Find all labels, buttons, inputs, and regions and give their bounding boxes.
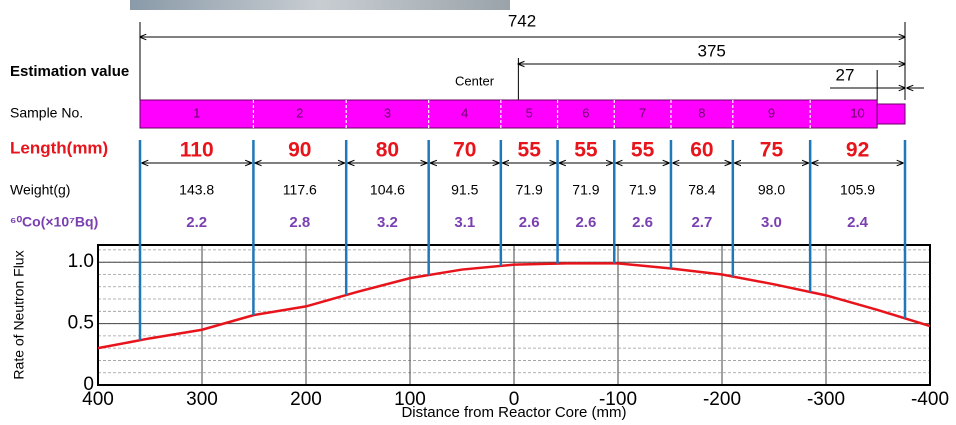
co-label: 3.1 bbox=[454, 214, 475, 231]
weight-label: 143.8 bbox=[179, 182, 214, 198]
sample-number: 10 bbox=[850, 105, 864, 120]
dimension-label: 375 bbox=[698, 41, 726, 60]
length-label: 70 bbox=[453, 139, 476, 162]
x-axis-title: Distance from Reactor Core (mm) bbox=[401, 404, 626, 421]
x-tick-label: 300 bbox=[186, 389, 218, 410]
sample-number: 5 bbox=[526, 105, 533, 120]
photo-strip bbox=[130, 0, 510, 10]
co-label: 3.0 bbox=[761, 214, 782, 231]
sample-bar-end bbox=[877, 104, 905, 124]
sample-number: 8 bbox=[698, 105, 705, 120]
y-tick-label: 0.5 bbox=[68, 313, 94, 334]
x-tick-label: 200 bbox=[290, 389, 322, 410]
center-label: Center bbox=[455, 73, 495, 88]
sample-number: 9 bbox=[768, 105, 775, 120]
co-label: 2.4 bbox=[847, 214, 869, 231]
co-label: 2.8 bbox=[289, 214, 310, 231]
weight-label: 98.0 bbox=[758, 182, 785, 198]
length-label: 55 bbox=[574, 139, 598, 162]
y-tick-label: 0 bbox=[83, 374, 94, 395]
weight-label: 71.9 bbox=[516, 182, 543, 198]
figure: Estimation value Center Sample No. Lengt… bbox=[0, 0, 956, 425]
weight-label: 78.4 bbox=[688, 182, 715, 198]
x-tick-label: -400 bbox=[911, 389, 949, 410]
length-label: 55 bbox=[631, 139, 655, 162]
sample-bar bbox=[140, 100, 877, 128]
co-label: 2.2 bbox=[186, 214, 207, 231]
co-label: 2.7 bbox=[691, 214, 712, 231]
weight-label: 117.6 bbox=[283, 182, 317, 198]
length-label: 75 bbox=[760, 139, 784, 162]
length-label: 60 bbox=[690, 139, 713, 162]
sample-number: 1 bbox=[193, 105, 200, 120]
x-tick-label: -200 bbox=[703, 389, 741, 410]
weight-label: 71.9 bbox=[629, 182, 656, 198]
sample-number: 3 bbox=[384, 105, 391, 120]
length-label: 90 bbox=[288, 139, 311, 162]
weight-label: 104.6 bbox=[370, 182, 405, 198]
co-label: 2.6 bbox=[519, 214, 540, 231]
length-label: 55 bbox=[518, 139, 542, 162]
y-tick-label: 1.0 bbox=[68, 251, 94, 272]
weight-label: 105.9 bbox=[840, 182, 875, 198]
estimation-label: Estimation value bbox=[10, 63, 129, 80]
dimension-label: 742 bbox=[508, 11, 536, 30]
y-axis-title: Rate of Neutron Flux bbox=[11, 250, 27, 379]
sample-number: 4 bbox=[461, 105, 468, 120]
weight-label: 71.9 bbox=[572, 182, 599, 198]
x-tick-label: -300 bbox=[807, 389, 845, 410]
row-label: Sample No. bbox=[10, 105, 83, 121]
length-label: 110 bbox=[180, 139, 214, 162]
co-label: 3.2 bbox=[377, 214, 398, 231]
sample-number: 7 bbox=[639, 105, 646, 120]
sample-number: 2 bbox=[296, 105, 303, 120]
dimension-label: 27 bbox=[836, 65, 855, 84]
co-label: 2.6 bbox=[632, 214, 653, 231]
length-label: 92 bbox=[846, 139, 869, 162]
weight-label: 91.5 bbox=[451, 182, 478, 198]
row-label: Weight(g) bbox=[10, 182, 70, 198]
sample-number: 6 bbox=[582, 105, 589, 120]
co-label: 2.6 bbox=[575, 214, 596, 231]
row-label: Length(mm) bbox=[10, 138, 108, 157]
row-label: ⁶⁰Co(×10⁷Bq) bbox=[10, 214, 98, 230]
length-label: 80 bbox=[376, 139, 399, 162]
